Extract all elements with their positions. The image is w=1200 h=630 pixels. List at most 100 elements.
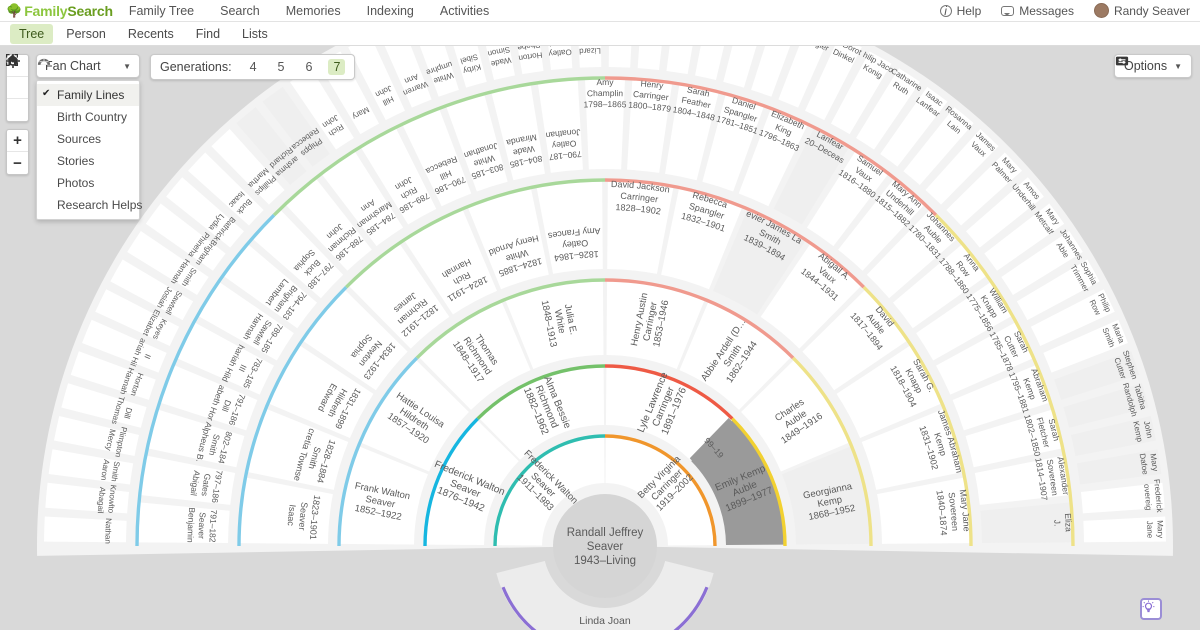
- help-button[interactable]: i Help: [939, 4, 981, 18]
- fan-segment[interactable]: [1054, 351, 1140, 400]
- fan-segment[interactable]: [504, 279, 604, 369]
- fan-segment[interactable]: [836, 344, 943, 438]
- fan-segment[interactable]: [778, 46, 831, 108]
- user-menu[interactable]: Randy Seaver: [1093, 3, 1190, 18]
- recenter-button[interactable]: [6, 54, 28, 99]
- fan-segment[interactable]: [838, 177, 926, 271]
- fan-segment[interactable]: [245, 408, 349, 490]
- fan-segment[interactable]: [467, 186, 549, 290]
- fan-segment[interactable]: [1083, 516, 1166, 543]
- fan-segment[interactable]: [211, 129, 285, 205]
- fan-segment[interactable]: [508, 46, 544, 75]
- tab-tree[interactable]: Tree: [10, 23, 54, 44]
- tab-person[interactable]: Person: [66, 26, 106, 41]
- fan-segment[interactable]: [1001, 230, 1083, 295]
- fan-segment[interactable]: [679, 300, 793, 410]
- generations-option-5[interactable]: 5: [277, 60, 285, 74]
- fan-segment[interactable]: [723, 46, 767, 88]
- fan-segment[interactable]: [301, 288, 408, 391]
- menu-item-research-helps[interactable]: Research Helps: [57, 198, 143, 212]
- fan-segment[interactable]: [48, 449, 134, 485]
- fan-segment[interactable]: [262, 86, 330, 167]
- fan-segment[interactable]: [1016, 259, 1100, 321]
- tab-recents[interactable]: Recents: [127, 26, 174, 41]
- fan-segment[interactable]: [966, 177, 1044, 248]
- center-person-segment[interactable]: [553, 494, 657, 546]
- fan-segment[interactable]: [974, 455, 1072, 505]
- fan-segment[interactable]: [70, 351, 156, 400]
- generations-option-6[interactable]: 6: [305, 60, 313, 74]
- fan-segment[interactable]: [158, 364, 258, 431]
- fan-segment[interactable]: [251, 208, 344, 299]
- tab-find[interactable]: Find: [195, 26, 221, 41]
- fan-segment[interactable]: [491, 82, 545, 181]
- fan-segment[interactable]: [410, 46, 459, 97]
- fan-segment[interactable]: [627, 77, 673, 173]
- fan-segment[interactable]: [360, 126, 437, 225]
- fan-segment[interactable]: [347, 242, 450, 349]
- fan-segment[interactable]: [952, 364, 1052, 431]
- fan-segment[interactable]: [984, 203, 1065, 271]
- fan-segment[interactable]: [608, 46, 635, 68]
- fan-segment[interactable]: [880, 86, 948, 167]
- fan-segment[interactable]: [661, 186, 743, 290]
- fan-segment[interactable]: [44, 516, 127, 543]
- fan-segment[interactable]: [196, 281, 294, 361]
- fan-segment[interactable]: [773, 126, 850, 225]
- fan-segment[interactable]: [284, 177, 372, 271]
- menu-item-family-lines[interactable]: Family Lines: [37, 84, 139, 106]
- fan-segment[interactable]: [584, 77, 626, 170]
- fan-segment[interactable]: [494, 435, 605, 546]
- fan-segment[interactable]: [606, 279, 706, 369]
- fan-segment[interactable]: [1043, 319, 1128, 373]
- fan-segment[interactable]: [946, 152, 1022, 226]
- fan-segment[interactable]: [605, 365, 732, 460]
- fan-segment[interactable]: [738, 107, 809, 207]
- nav-link-activities[interactable]: Activities: [439, 3, 490, 18]
- fan-segment[interactable]: [188, 152, 264, 226]
- fan-segment[interactable]: [751, 46, 800, 97]
- fan-segment[interactable]: [348, 46, 405, 121]
- fan-segment[interactable]: [222, 243, 318, 329]
- tab-lists[interactable]: Lists: [242, 26, 268, 41]
- nav-link-indexing[interactable]: Indexing: [366, 3, 414, 18]
- fan-segment[interactable]: [866, 208, 959, 299]
- fan-segment[interactable]: [713, 208, 807, 315]
- fan-segment[interactable]: [238, 477, 333, 544]
- fan-segment[interactable]: [702, 92, 765, 192]
- fan-segment[interactable]: [424, 419, 519, 546]
- chart-type-dropdown-menu[interactable]: Family Lines Birth Country Sources Stori…: [36, 80, 143, 220]
- fan-segment[interactable]: [916, 281, 1014, 361]
- fan-segment[interactable]: [537, 77, 583, 173]
- fan-segment[interactable]: [236, 107, 307, 185]
- fan-segment[interactable]: [665, 82, 719, 181]
- messages-button[interactable]: Messages: [1001, 4, 1074, 18]
- center-person-segment-lower[interactable]: [553, 546, 657, 598]
- fan-segment[interactable]: [877, 477, 972, 544]
- fan-segment[interactable]: [1070, 416, 1156, 456]
- fan-segment[interactable]: [110, 259, 194, 321]
- fan-segment[interactable]: [925, 129, 999, 205]
- fan-segment[interactable]: [856, 68, 921, 150]
- fan-segment[interactable]: [605, 435, 716, 546]
- fan-segment[interactable]: [145, 203, 226, 271]
- fan-segment[interactable]: [478, 365, 605, 460]
- fan-segment[interactable]: [146, 409, 245, 468]
- chart-type-selector[interactable]: Fan Chart ▼: [36, 54, 140, 78]
- fan-segment[interactable]: [338, 445, 428, 545]
- fan-segment[interactable]: [175, 321, 274, 395]
- fullscreen-button[interactable]: [6, 54, 28, 121]
- fan-segment[interactable]: [45, 482, 130, 514]
- fan-segment[interactable]: [289, 68, 354, 150]
- fan-segment[interactable]: [445, 92, 508, 192]
- fan-segment[interactable]: [166, 177, 244, 248]
- fan-segment[interactable]: [138, 455, 236, 505]
- fan-segment[interactable]: [861, 408, 965, 490]
- fan-segment[interactable]: [136, 502, 230, 544]
- menu-item-stories[interactable]: Stories: [57, 154, 95, 168]
- fan-segment[interactable]: [936, 321, 1035, 395]
- fan-segment[interactable]: [1080, 482, 1165, 514]
- fan-segment[interactable]: [805, 46, 862, 121]
- options-button[interactable]: Options ▼: [1113, 54, 1192, 78]
- fan-segment[interactable]: [903, 107, 974, 185]
